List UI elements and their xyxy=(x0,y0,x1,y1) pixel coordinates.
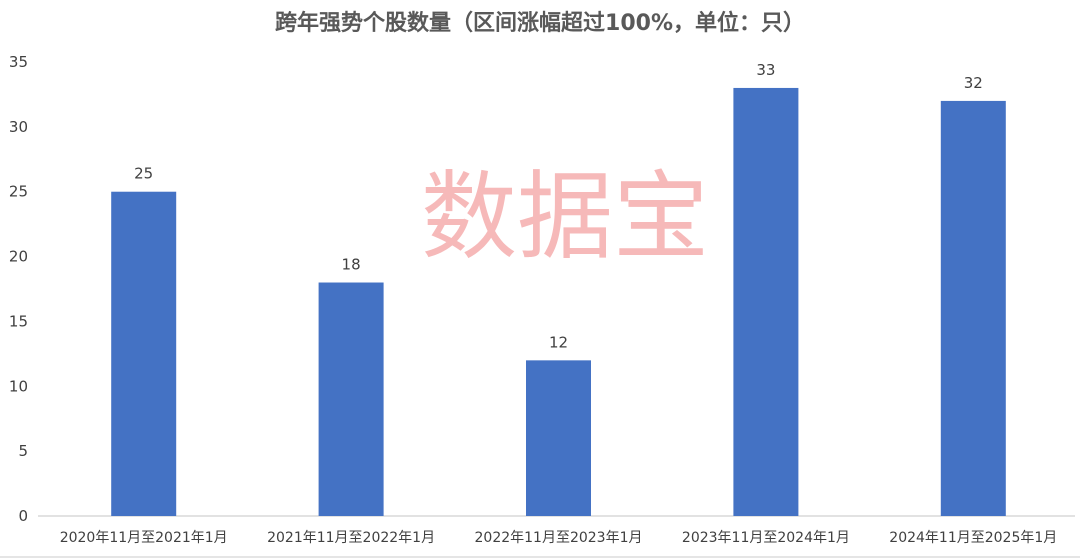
y-tick-label: 30 xyxy=(9,118,28,136)
y-tick-label: 5 xyxy=(18,442,28,460)
y-tick-label: 35 xyxy=(9,53,28,71)
data-label: 25 xyxy=(134,165,153,183)
x-tick-label: 2022年11月至2023年1月 xyxy=(475,530,643,546)
bar xyxy=(526,360,591,516)
x-tick-label: 2020年11月至2021年1月 xyxy=(60,530,228,546)
bar xyxy=(733,87,799,516)
bar xyxy=(111,191,177,516)
y-tick-label: 25 xyxy=(9,183,28,201)
y-tick-label: 15 xyxy=(9,312,28,330)
data-label: 18 xyxy=(342,256,361,274)
bar xyxy=(318,282,384,516)
bars: 25 18 12 33 32 xyxy=(111,61,1006,517)
y-axis: 0 5 10 15 20 25 30 35 xyxy=(9,53,28,525)
x-tick-label: 2021年11月至2022年1月 xyxy=(267,530,435,546)
watermark: 数据宝 xyxy=(421,161,709,273)
x-axis: 2020年11月至2021年1月 2021年11月至2022年1月 2022年11月… xyxy=(60,530,1058,546)
y-tick-label: 10 xyxy=(9,377,28,395)
chart-title: 跨年强势个股数量（区间涨幅超过100%，单位：只） xyxy=(275,10,805,36)
x-tick-label: 2023年11月至2024年1月 xyxy=(682,530,850,546)
x-tick-label: 2024年11月至2025年1月 xyxy=(889,530,1057,546)
data-label: 32 xyxy=(964,74,983,92)
y-tick-label: 20 xyxy=(9,248,28,266)
data-label: 12 xyxy=(549,333,568,351)
bar xyxy=(940,100,1006,517)
y-tick-label: 0 xyxy=(18,507,28,525)
data-label: 33 xyxy=(756,61,775,79)
